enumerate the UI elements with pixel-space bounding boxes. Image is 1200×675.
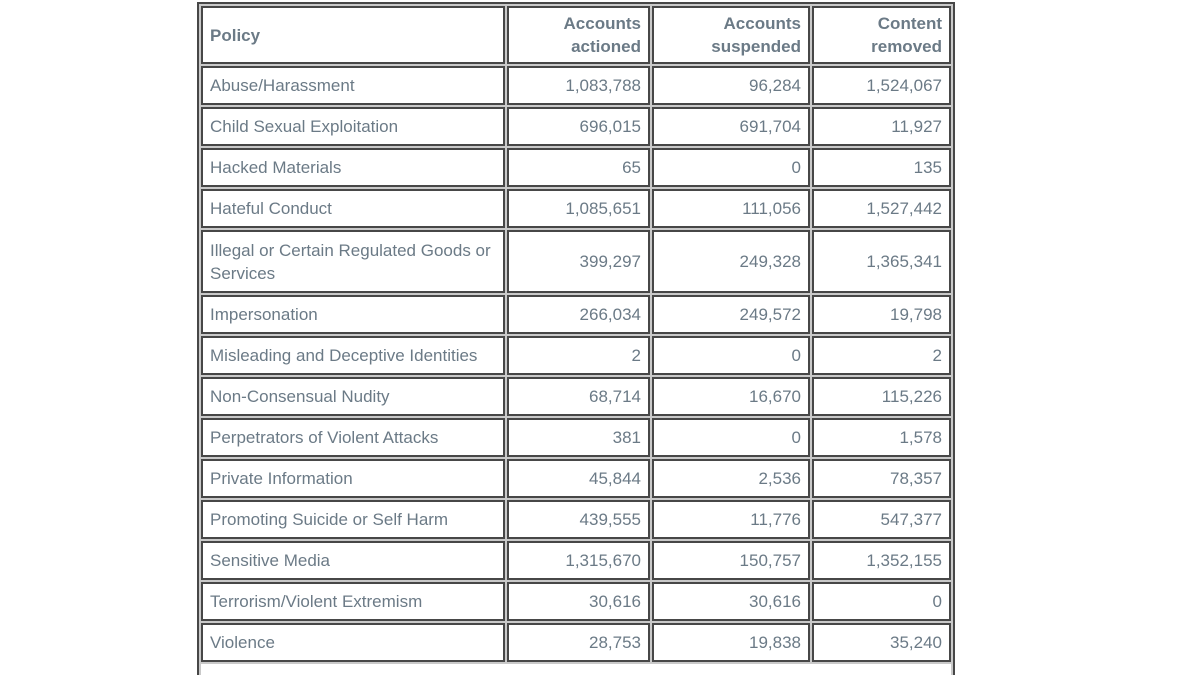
column-header-accounts-suspended: Accounts suspended — [652, 6, 810, 64]
content-removed-cell: 1,365,341 — [812, 230, 951, 293]
table-row: Promoting Suicide or Self Harm 439,555 1… — [201, 500, 951, 539]
accounts-actioned-cell: 30,616 — [507, 582, 650, 621]
content-removed-cell: 35,240 — [812, 623, 951, 662]
accounts-suspended-cell: 2,536 — [652, 459, 810, 498]
clipped-partial-row — [201, 664, 951, 675]
table-row: Impersonation 266,034 249,572 19,798 — [201, 295, 951, 334]
accounts-actioned-cell: 1,315,670 — [507, 541, 650, 580]
policy-cell: Hacked Materials — [201, 148, 505, 187]
column-header-accounts-actioned: Accounts actioned — [507, 6, 650, 64]
content-removed-cell: 19,798 — [812, 295, 951, 334]
policy-cell: Promoting Suicide or Self Harm — [201, 500, 505, 539]
policy-enforcement-table-container: Policy Accounts actioned Accounts suspen… — [197, 2, 955, 675]
accounts-actioned-cell: 381 — [507, 418, 650, 457]
accounts-actioned-cell: 68,714 — [507, 377, 650, 416]
content-removed-cell: 1,352,155 — [812, 541, 951, 580]
accounts-suspended-cell: 19,838 — [652, 623, 810, 662]
content-removed-cell: 1,578 — [812, 418, 951, 457]
policy-cell: Terrorism/Violent Extremism — [201, 582, 505, 621]
content-removed-cell: 0 — [812, 582, 951, 621]
policy-cell: Impersonation — [201, 295, 505, 334]
accounts-actioned-cell: 65 — [507, 148, 650, 187]
table-row: Violence 28,753 19,838 35,240 — [201, 623, 951, 662]
table-row: Hateful Conduct 1,085,651 111,056 1,527,… — [201, 189, 951, 228]
clipped-partial-cell — [201, 664, 951, 675]
accounts-actioned-cell: 696,015 — [507, 107, 650, 146]
policy-cell: Non-Consensual Nudity — [201, 377, 505, 416]
table-row: Misleading and Deceptive Identities 2 0 … — [201, 336, 951, 375]
table-row: Private Information 45,844 2,536 78,357 — [201, 459, 951, 498]
accounts-actioned-cell: 2 — [507, 336, 650, 375]
accounts-suspended-cell: 249,572 — [652, 295, 810, 334]
policy-cell: Violence — [201, 623, 505, 662]
accounts-actioned-cell: 45,844 — [507, 459, 650, 498]
accounts-suspended-cell: 16,670 — [652, 377, 810, 416]
table-row: Abuse/Harassment 1,083,788 96,284 1,524,… — [201, 66, 951, 105]
accounts-actioned-cell: 399,297 — [507, 230, 650, 293]
content-removed-cell: 115,226 — [812, 377, 951, 416]
table-header: Policy Accounts actioned Accounts suspen… — [201, 6, 951, 64]
accounts-suspended-cell: 691,704 — [652, 107, 810, 146]
policy-cell: Private Information — [201, 459, 505, 498]
policy-enforcement-table: Policy Accounts actioned Accounts suspen… — [197, 2, 955, 675]
accounts-suspended-cell: 11,776 — [652, 500, 810, 539]
accounts-suspended-cell: 0 — [652, 418, 810, 457]
table-row: Terrorism/Violent Extremism 30,616 30,61… — [201, 582, 951, 621]
accounts-actioned-cell: 1,085,651 — [507, 189, 650, 228]
column-header-policy: Policy — [201, 6, 505, 64]
column-header-content-removed: Content removed — [812, 6, 951, 64]
policy-cell: Sensitive Media — [201, 541, 505, 580]
table-row: Illegal or Certain Regulated Goods or Se… — [201, 230, 951, 293]
accounts-actioned-cell: 439,555 — [507, 500, 650, 539]
accounts-suspended-cell: 0 — [652, 148, 810, 187]
policy-cell: Illegal or Certain Regulated Goods or Se… — [201, 230, 505, 293]
policy-cell: Hateful Conduct — [201, 189, 505, 228]
accounts-suspended-cell: 30,616 — [652, 582, 810, 621]
table-row: Non-Consensual Nudity 68,714 16,670 115,… — [201, 377, 951, 416]
accounts-suspended-cell: 249,328 — [652, 230, 810, 293]
accounts-actioned-cell: 1,083,788 — [507, 66, 650, 105]
accounts-suspended-cell: 96,284 — [652, 66, 810, 105]
table-row: Perpetrators of Violent Attacks 381 0 1,… — [201, 418, 951, 457]
content-removed-cell: 2 — [812, 336, 951, 375]
accounts-suspended-cell: 111,056 — [652, 189, 810, 228]
accounts-actioned-cell: 28,753 — [507, 623, 650, 662]
table-row: Child Sexual Exploitation 696,015 691,70… — [201, 107, 951, 146]
table-row: Hacked Materials 65 0 135 — [201, 148, 951, 187]
policy-cell: Perpetrators of Violent Attacks — [201, 418, 505, 457]
content-removed-cell: 1,524,067 — [812, 66, 951, 105]
content-removed-cell: 78,357 — [812, 459, 951, 498]
content-removed-cell: 11,927 — [812, 107, 951, 146]
content-removed-cell: 135 — [812, 148, 951, 187]
policy-cell: Abuse/Harassment — [201, 66, 505, 105]
accounts-suspended-cell: 0 — [652, 336, 810, 375]
content-removed-cell: 547,377 — [812, 500, 951, 539]
header-row: Policy Accounts actioned Accounts suspen… — [201, 6, 951, 64]
table-body: Abuse/Harassment 1,083,788 96,284 1,524,… — [201, 66, 951, 675]
policy-cell: Misleading and Deceptive Identities — [201, 336, 505, 375]
table-row: Sensitive Media 1,315,670 150,757 1,352,… — [201, 541, 951, 580]
accounts-suspended-cell: 150,757 — [652, 541, 810, 580]
content-removed-cell: 1,527,442 — [812, 189, 951, 228]
accounts-actioned-cell: 266,034 — [507, 295, 650, 334]
policy-cell: Child Sexual Exploitation — [201, 107, 505, 146]
